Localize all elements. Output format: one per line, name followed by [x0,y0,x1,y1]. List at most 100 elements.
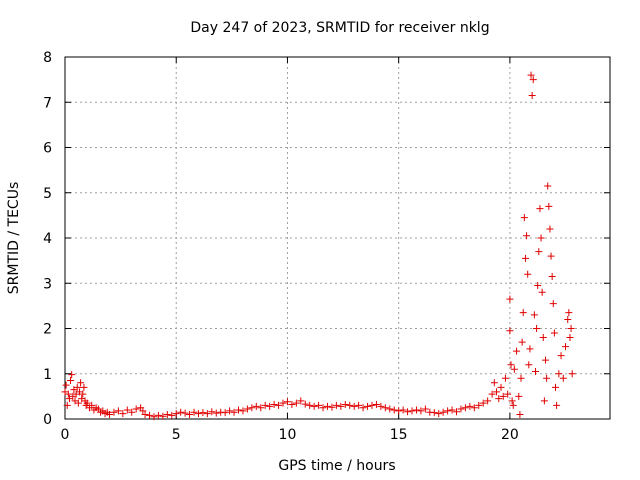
data-point [150,413,158,421]
data-point [488,390,496,398]
data-point [141,410,149,418]
data-point [355,401,363,409]
x-tick-label: 15 [390,427,408,443]
data-point [310,402,318,410]
data-point [548,272,556,280]
data-point [470,404,478,412]
data-point [194,410,202,418]
data-point [163,410,171,418]
data-point [555,370,563,378]
data-point [395,407,403,415]
data-point [453,408,461,416]
data-point [323,402,331,410]
y-tick-label: 8 [43,50,52,66]
data-point [493,388,501,396]
data-point [529,76,537,84]
data-point [123,406,131,414]
data-point [377,402,385,410]
data-point [212,409,220,417]
data-point [461,404,469,412]
data-point [524,270,532,278]
data-point [499,392,507,400]
data-point [553,401,561,409]
data-point [199,409,207,417]
data-point [252,402,260,410]
data-point [507,361,515,369]
data-point [146,411,154,419]
y-tick-label: 6 [43,141,52,157]
y-tick-labels: 0 1 2 3 4 5 6 7 8 [43,50,52,428]
data-point [172,410,180,418]
data-point [80,383,88,391]
data-point [541,356,549,364]
data-point [509,401,517,409]
data-point [266,402,274,410]
data-point [77,379,85,387]
grid-lines [65,57,610,419]
y-tick-label: 5 [43,186,52,202]
data-point [417,407,425,415]
x-axis-label: GPS time / hours [278,458,395,474]
data-point [421,405,429,413]
data-point [521,254,529,262]
data-point [372,401,380,409]
data-point [527,71,535,79]
x-tick-label: 5 [172,427,181,443]
data-point [546,225,554,233]
data-point [543,374,551,382]
data-point [515,392,523,400]
data-point [283,398,291,406]
data-point [154,411,162,419]
data-point [559,374,567,382]
data-point [275,401,283,409]
data-point [517,374,525,382]
data-point [475,401,483,409]
data-point [519,309,527,317]
data-point [239,407,247,415]
y-tick-label: 4 [43,231,52,247]
data-point [549,300,557,308]
data-point [132,405,140,413]
data-point [568,370,576,378]
data-point [332,401,340,409]
data-point [497,383,505,391]
data-point [495,395,503,403]
data-point [504,390,512,398]
data-point [74,399,82,407]
data-point [539,334,547,342]
data-point [350,402,358,410]
data-point [513,347,521,355]
data-point [328,403,336,411]
data-point [547,252,555,260]
data-point [525,361,533,369]
data-point [364,402,372,410]
data-point [538,288,546,296]
data-point [64,390,72,398]
data-point [457,405,465,413]
data-point [508,397,516,405]
data-point [110,408,118,416]
data-point [536,205,544,213]
data-point [190,408,198,416]
data-point [297,397,305,405]
data-point [63,401,71,409]
data-point [368,401,376,409]
data-point [537,234,545,242]
data-point [386,405,394,413]
data-point [279,399,287,407]
data-point [208,408,216,416]
data-point [288,401,296,409]
data-points [61,71,576,421]
data-point [221,409,229,417]
data-point [530,311,538,319]
x-tick-label: 0 [61,427,70,443]
data-point [506,327,514,335]
data-point [119,410,127,418]
data-point [235,406,243,414]
data-point [105,410,113,418]
data-point [390,406,398,414]
data-point [550,329,558,337]
data-point [564,315,572,323]
x-tick-labels: 0 5 10 15 20 [61,427,519,443]
data-point [526,345,534,353]
